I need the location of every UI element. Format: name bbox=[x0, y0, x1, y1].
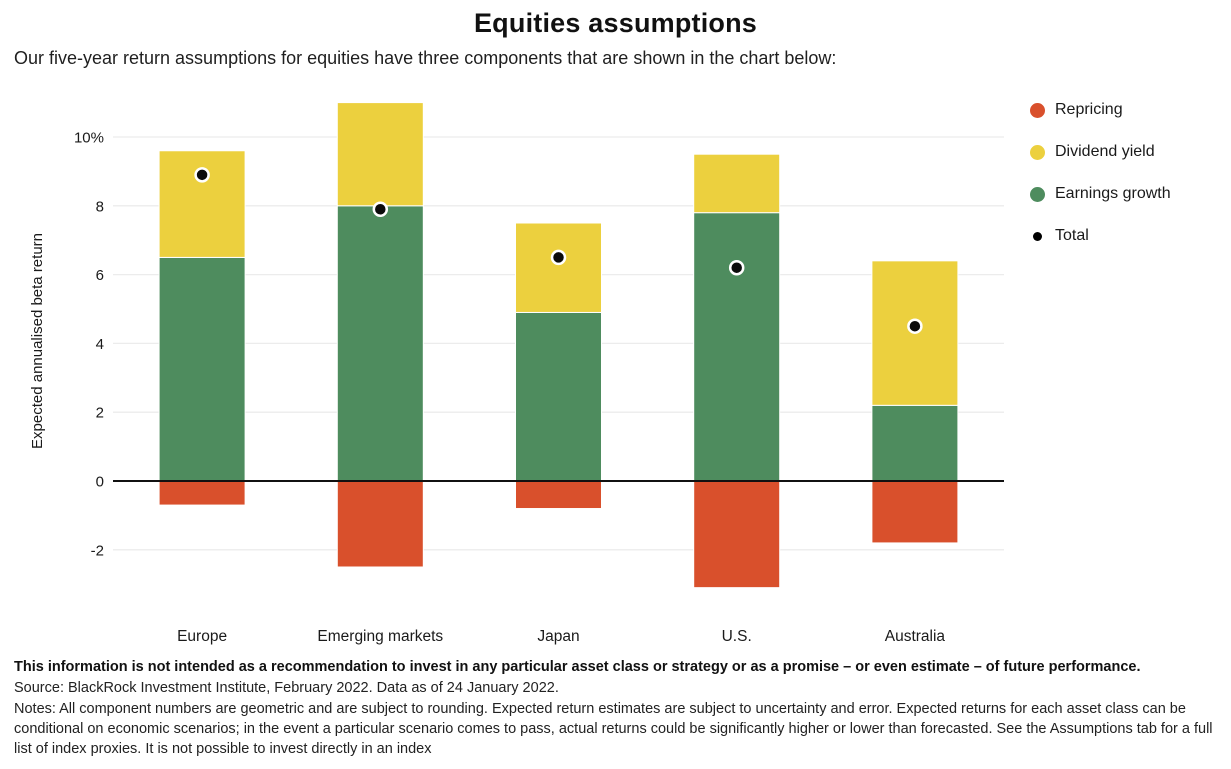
y-tick-label-8: 8 bbox=[96, 198, 104, 215]
bar-segment-dividend-yield-australia bbox=[871, 260, 959, 406]
page-title: Equities assumptions bbox=[473, 8, 758, 38]
repricing-swatch-icon bbox=[1030, 102, 1045, 118]
total-dot-emerging-markets bbox=[372, 201, 389, 217]
subtitle: Our five-year return assumptions for equ… bbox=[14, 47, 837, 68]
bar-segment-dividend-yield-u-s bbox=[693, 153, 781, 214]
x-category-label-emerging-markets: Emerging markets bbox=[317, 628, 443, 645]
legend-item-total: Total bbox=[1030, 222, 1171, 250]
legend-label-dividend-yield: Dividend yield bbox=[1055, 143, 1155, 160]
x-category-label-australia: Australia bbox=[885, 628, 946, 645]
dividend-yield-swatch-icon bbox=[1030, 144, 1045, 160]
bar-segment-dividend-yield-emerging-markets bbox=[336, 102, 424, 207]
y-tick-label-10: 10% bbox=[74, 130, 104, 147]
legend-item-repricing: Repricing bbox=[1030, 96, 1171, 124]
bar-segment-repricing-australia bbox=[871, 480, 959, 544]
x-category-label-u-s: U.S. bbox=[722, 628, 752, 645]
bar-segment-repricing-u-s bbox=[693, 480, 781, 589]
total-dot-europe bbox=[194, 167, 210, 183]
legend-label-repricing: Repricing bbox=[1055, 101, 1123, 118]
stacked-bar-chart: 10% 8 6 4 2 0 -2 Expected annualised beta retur… bbox=[29, 102, 1004, 645]
total-dot-u-s bbox=[728, 259, 745, 276]
y-tick-label-6: 6 bbox=[96, 267, 104, 284]
bar-segment-dividend-yield-europe bbox=[158, 150, 246, 258]
footer: This information is not intended as a re… bbox=[0, 657, 1231, 760]
legend-item-earnings-growth: Earnings growth bbox=[1030, 180, 1171, 208]
y-axis-title: Expected annualised beta return bbox=[29, 233, 46, 449]
y-tick-label-0: 0 bbox=[96, 474, 104, 491]
legend: Repricing Dividend yield Earnings growth To… bbox=[1030, 96, 1171, 264]
bar-segment-repricing-europe bbox=[158, 480, 246, 506]
footer-notes: Notes: All component numbers are geometr… bbox=[14, 701, 1213, 757]
earnings-growth-swatch-icon bbox=[1030, 186, 1045, 202]
x-category-label-japan: Japan bbox=[537, 628, 579, 645]
y-tick-label-2: 2 bbox=[96, 405, 104, 422]
total-dot-australia bbox=[907, 318, 923, 334]
y-tick-label-4: 4 bbox=[96, 336, 104, 353]
bar-segment-dividend-yield-japan bbox=[515, 222, 602, 313]
bar-segment-repricing-emerging-markets bbox=[336, 480, 424, 568]
footer-source: Source: BlackRock Investment Institute, … bbox=[14, 680, 559, 696]
bar-segment-earnings-growth-u-s bbox=[693, 212, 781, 482]
y-tick-label--2: -2 bbox=[91, 542, 104, 559]
legend-label-earnings-growth: Earnings growth bbox=[1055, 185, 1171, 202]
total-swatch-icon bbox=[1033, 231, 1042, 241]
bar-segment-earnings-growth-japan bbox=[515, 311, 602, 482]
bar-segment-earnings-growth-europe bbox=[158, 256, 246, 482]
legend-label-total: Total bbox=[1055, 227, 1089, 244]
bar-segment-repricing-japan bbox=[515, 480, 602, 510]
total-dot-japan bbox=[550, 249, 567, 266]
footer-disclaimer: This information is not intended as a re… bbox=[14, 659, 1141, 675]
bar-segment-earnings-growth-australia bbox=[871, 404, 959, 482]
bar-segment-earnings-growth-emerging-markets bbox=[336, 205, 424, 482]
legend-item-dividend-yield: Dividend yield bbox=[1030, 138, 1171, 166]
x-category-label-europe: Europe bbox=[177, 628, 227, 645]
